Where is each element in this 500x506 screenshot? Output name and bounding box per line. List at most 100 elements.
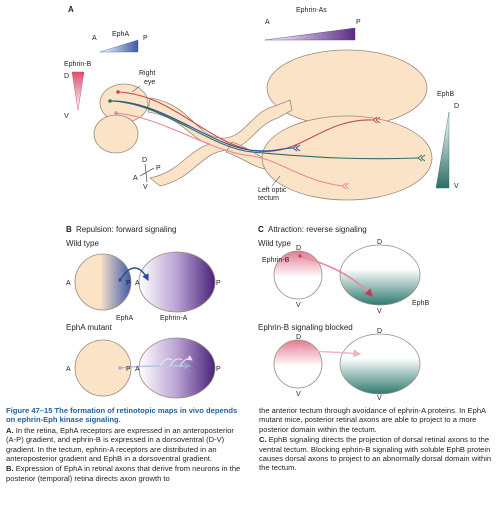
terminal-blue [292,144,301,152]
compass-v: V [143,184,148,191]
retina-c-blk [273,339,323,389]
c-blk-retina-d: D [296,334,301,341]
b-wt-tectum-a: A [135,280,140,287]
origin-red [116,90,120,94]
caption-b: B. Expression of EphA in retinal axons t… [6,464,246,483]
retina-b-mut [74,339,132,397]
b-wt-epha-label: EphA [116,315,133,322]
panel-c-wild-type: Wild type [258,239,291,248]
panel-c-blocked: Ephrin-B signaling blocked [258,323,353,332]
ephb-label: EphB [437,91,454,98]
orientation-compass: D V A P [133,157,161,191]
b-wt-retina-p: P [126,280,131,287]
caption-title: Figure 47–15 The formation of retinotopi… [6,406,238,425]
ephb-axis-d: D [454,103,459,110]
compass-a: A [133,175,138,182]
axon-blue [109,100,294,152]
terminal-green [417,154,426,162]
panel-b-letter: B [66,225,72,234]
left-eye [93,114,139,154]
epha-axis-a: A [92,35,97,42]
panel-b-title: Repulsion: forward signaling [76,225,177,234]
epha-wedge [99,39,139,53]
retina-b-wt [74,253,132,311]
c-wt-tectum-d: D [377,239,382,246]
ephrin-b-axis-v: V [64,113,69,120]
b-mut-tectum-p: P [216,366,221,373]
axon-b-wt-origin [118,278,122,282]
retinotopic-map-figure: A EphA A P Ephrin-As A P [64,5,459,400]
axon-b-wt [119,267,149,282]
ephb-wedge [435,111,450,189]
panel-c-letter: C [258,225,264,234]
ephrin-as-wedge [264,27,356,41]
tectum-pointer [271,175,281,187]
axon-c-blk [299,349,362,358]
tectum-b-mut [138,337,216,399]
figure-caption: Figure 47–15 The formation of retinotopi… [0,406,500,506]
b-mut-retina-p: P [126,366,131,373]
ephrin-b-axis-d: D [64,73,69,80]
epha-label: EphA [112,31,129,38]
caption-b-text: Expression of EphA in retinal axons that… [6,464,241,483]
caption-b-key: B. [6,464,14,474]
tectum-b-wt [138,251,216,313]
ephrin-as-axis-a: A [265,19,270,26]
retina-c-wt [273,250,323,300]
terminal-pink [341,182,350,190]
axon-c-wt-origin [298,254,302,258]
ephb-axis-v: V [454,183,459,190]
axon-green [111,100,419,160]
caption-c: C. EphB signaling directs the projection… [259,435,495,473]
ephb-gradient: EphB D V [435,91,459,190]
origin-green [108,99,112,103]
b-wt-tectum-p: P [216,280,221,287]
caption-column-left: Figure 47–15 The formation of retinotopi… [6,406,246,484]
ephrin-b-wedge [71,71,85,111]
upper-tectum [266,49,428,127]
axon-pink [115,112,343,187]
axon-b-mut-branch [159,359,192,367]
c-wt-ephb-label: EphB [412,300,429,307]
origin-pink [114,111,118,115]
caption-column-right: the anterior tectum through avoidance of… [259,406,495,474]
c-wt-retina-v: V [296,302,301,309]
panel-b-epha-mutant: EphA mutant [66,323,113,332]
c-wt-ephrin-b-label: Ephrin-B [262,257,290,264]
c-blk-tectum-d: D [377,328,382,335]
ephrin-as-axis-p: P [356,19,361,26]
ephrin-as-gradient: Ephrin-As A P [264,7,361,41]
ephrin-as-label: Ephrin-As [296,7,327,14]
b-wt-retina-a: A [66,280,71,287]
panel-b-wild-type: Wild type [66,239,99,248]
caption-a: A. In the retina, EphA receptors are exp… [6,426,246,464]
epha-axis-p: P [143,35,148,42]
caption-a-key: A. [6,425,14,435]
right-eye-label: eye [144,79,155,86]
compass-p: P [156,165,161,172]
caption-b-continued: the anterior tectum through avoidance of… [259,406,486,434]
c-wt-retina-d: D [296,245,301,252]
axon-c-blk-origin [298,348,302,352]
terminal-red [372,116,381,124]
caption-c-key: C. [259,435,267,445]
ephrin-b-label: Ephrin-B [64,61,92,68]
b-wt-ephrin-a-label: Ephrin-A [160,315,188,322]
panel-a-letter: A [68,5,74,14]
axon-c-wt [299,255,373,297]
epha-gradient: EphA A P [92,31,148,53]
ephrin-b-gradient: Ephrin-B D V [64,61,92,120]
caption-c-text: EphB signaling directs the projection of… [259,435,492,473]
axon-b-mut-origin [118,366,122,370]
compass-d: D [142,157,147,164]
panel-c-title: Attraction: reverse signaling [268,225,367,234]
c-blk-retina-v: V [296,391,301,398]
right-eye-label-1: Right [139,70,155,77]
b-mut-retina-a: A [66,366,71,373]
tectum-c-wt [339,244,421,306]
tectum-c-blk [339,333,421,395]
panel-a-brain [93,49,433,201]
left-optic-tectum-label: Left optic tectum [258,187,287,202]
axon-b-mut [119,362,192,370]
caption-a-text: In the retina, EphA receptors are expres… [6,425,234,464]
